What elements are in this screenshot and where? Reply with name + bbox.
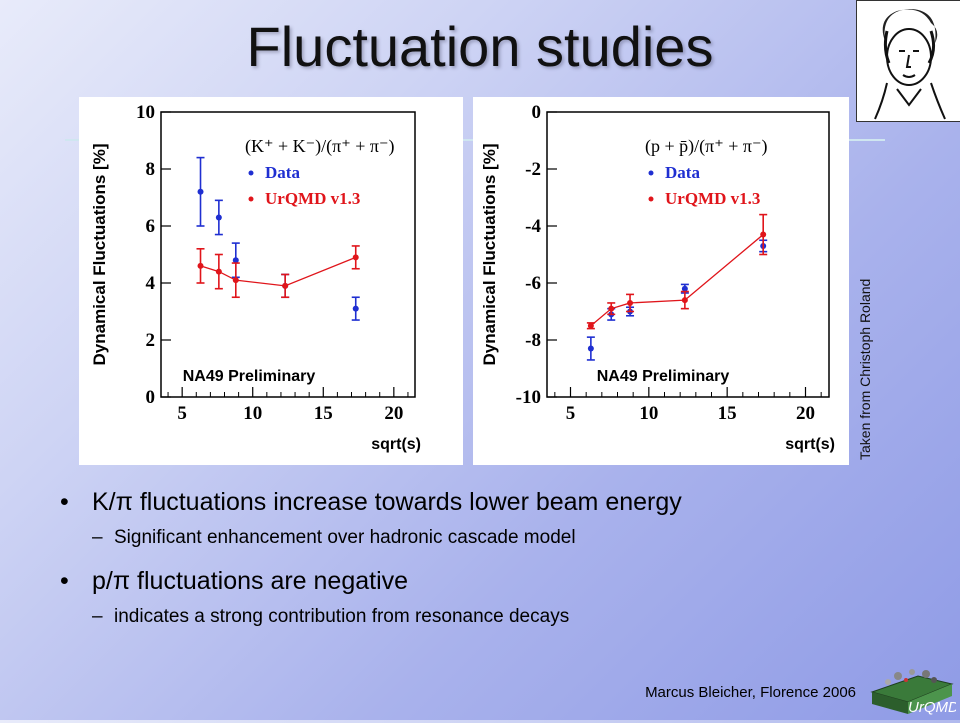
chart-ppi-svg: 0 -2 -4 -6 -8 -10 5 10 15 20 Dynamical Fluctuation…: [480, 102, 835, 453]
chart2-series-line: [590, 234, 764, 327]
chart1-data-point: [232, 277, 239, 284]
chart1-data-point: [282, 282, 289, 289]
chart2-xtick-label: 15: [718, 403, 737, 424]
chart1-legend-formula: (K⁺ + K⁻)/(π⁺ + π⁻): [245, 136, 394, 157]
chart2-xlabel: sqrt(s): [785, 436, 835, 453]
chart2-data-point: [587, 322, 594, 329]
chart2-ytick-label: -2: [525, 159, 541, 180]
chart2-ytick-label: -6: [525, 273, 541, 294]
chart1-ytick-label: 4: [146, 273, 156, 294]
chart-kpi: 0 2 4 6 8 10 5 10 15 20 Dynamical Fluctuations [%]…: [79, 97, 463, 465]
sub-bullet-text-1: Significant enhancement over hadronic ca…: [114, 527, 576, 548]
chart2-ytick-label: -10: [516, 387, 541, 408]
chart1-legend-marker: [248, 170, 254, 176]
chart2-data-point: [681, 285, 688, 292]
logo-text: UrQMD: [908, 699, 956, 716]
sub-bullet-text-2: indicates a strong contribution from res…: [114, 606, 570, 627]
chart2-ytick-label: -8: [525, 330, 541, 351]
chart1-legend-marker: [248, 196, 254, 202]
sub-bullet-item-1: – Significant enhancement over hadronic c…: [92, 527, 576, 548]
chart-kpi-svg: 0 2 4 6 8 10 5 10 15 20 Dynamical Fluctuations [%]…: [90, 102, 421, 453]
chart1-ytick-label: 10: [136, 102, 155, 123]
chart2-legend-formula: (p + p̄)/(π⁺ + π⁻): [645, 136, 767, 157]
chart1-data-point: [215, 268, 222, 275]
chart1-ytick-label: 6: [146, 216, 156, 237]
chart1-data-point: [352, 254, 359, 261]
chart2-watermark: NA49 Preliminary: [597, 368, 730, 385]
chart1-data-point: [232, 257, 239, 264]
chart2-xtick-label: 5: [566, 403, 576, 424]
chart2-data-point: [587, 345, 594, 352]
bullet-text-1: K/π fluctuations increase towards lower …: [92, 488, 682, 516]
chart2-ytick-label: 0: [532, 102, 542, 123]
bullet-item-1: • K/π fluctuations increase towards lower…: [60, 488, 682, 516]
chart1-legend-label: UrQMD v1.3: [265, 189, 360, 208]
chart1-xtick-label: 15: [314, 403, 333, 424]
chart1-watermark: NA49 Preliminary: [183, 368, 316, 385]
portrait-image: [856, 0, 960, 122]
chart2-xtick-label: 20: [796, 403, 815, 424]
chart2-frame: [546, 111, 830, 398]
bullet-item-2: • p/π fluctuations are negative: [60, 567, 409, 595]
chart2-data-point: [760, 231, 767, 238]
chart2-xtick-label: 10: [639, 403, 658, 424]
chart1-xtick-label: 5: [177, 403, 187, 424]
chart2-legend-label: Data: [665, 163, 700, 182]
chart2-data-point: [608, 305, 615, 312]
chart1-ytick-label: 8: [146, 159, 156, 180]
chart2-ytick-label: -4: [525, 216, 541, 237]
chart1-series-line: [200, 256, 356, 287]
bullet-list: • K/π fluctuations increase towards lower…: [60, 488, 920, 646]
chart1-xtick-label: 20: [384, 403, 403, 424]
chart2-legend-marker: [648, 196, 654, 202]
chart-ppi: 0 -2 -4 -6 -8 -10 5 10 15 20 Dynamical Fluctuation…: [473, 97, 849, 465]
chart1-legend-label: Data: [265, 163, 300, 182]
sub-bullet-item-2: – indicates a strong contribution from re…: [92, 606, 570, 627]
side-credit: Taken from Christoph Roland: [857, 278, 873, 460]
chart1-ytick-label: 2: [146, 330, 156, 351]
chart1-xlabel: sqrt(s): [371, 436, 421, 453]
chart1-xtick-label: 10: [243, 403, 262, 424]
chart2-legend-marker: [648, 170, 654, 176]
chart1-data-point: [352, 305, 359, 312]
slide-title: Fluctuation studies: [246, 15, 714, 78]
chart1-frame: [160, 111, 416, 398]
chart1-ylabel: Dynamical Fluctuations [%]: [90, 144, 109, 366]
chart1-data-point: [197, 188, 204, 195]
chart1-data-point: [197, 262, 204, 269]
chart2-ylabel: Dynamical Fluctuations [%]: [480, 144, 499, 366]
chart2-legend-label: UrQMD v1.3: [665, 189, 760, 208]
chart1-ytick-label: 0: [146, 387, 156, 408]
chart1-data-point: [215, 214, 222, 221]
chart2-data-point: [681, 297, 688, 304]
bullet-text-2: p/π fluctuations are negative: [92, 567, 409, 595]
footer-credit: Marcus Bleicher, Florence 2006: [645, 684, 856, 701]
chart2-data-point: [627, 299, 634, 306]
urqmd-logo: UrQMD: [868, 662, 959, 718]
